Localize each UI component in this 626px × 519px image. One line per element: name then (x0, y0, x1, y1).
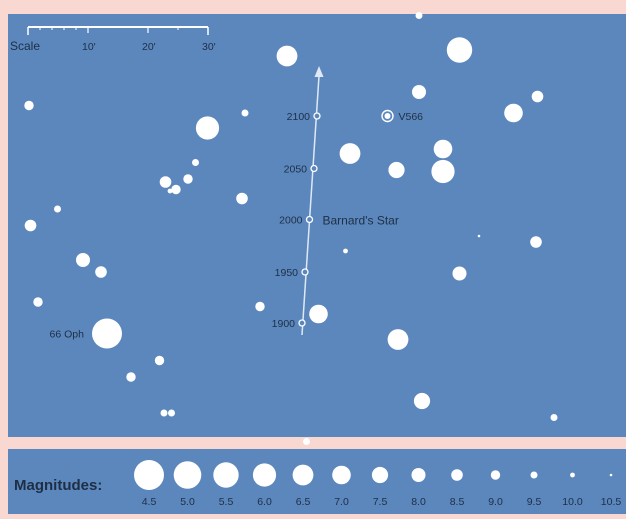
star (33, 297, 43, 307)
star (236, 192, 248, 205)
legend-value: 5.5 (219, 496, 234, 508)
legend-swatch (332, 465, 351, 485)
star (446, 37, 473, 63)
scale-tick-label: 20' (142, 41, 156, 53)
star (530, 236, 542, 248)
path-position-marker (301, 268, 309, 276)
star (24, 219, 37, 232)
star (255, 301, 265, 312)
star (154, 355, 165, 366)
year-label: 1950 (275, 267, 299, 279)
star (183, 174, 193, 184)
legend-swatch (371, 466, 389, 484)
legend-value: 5.0 (180, 496, 195, 508)
legend-swatch (173, 461, 202, 489)
star (431, 159, 455, 184)
legend-value: 7.5 (373, 496, 388, 508)
scale-tick-label: 30' (202, 41, 216, 53)
background-stars (24, 12, 558, 445)
legend-swatch (570, 472, 575, 478)
star (192, 159, 199, 166)
legend-swatch (609, 473, 613, 477)
scale-bar: Scale 10' 20' 30' (10, 26, 216, 53)
named-stars: V566 66 Oph (50, 109, 424, 349)
year-label: 2100 (287, 111, 311, 123)
star (433, 139, 453, 159)
star (387, 329, 409, 350)
sky-field (8, 14, 626, 437)
legend-value: 8.5 (450, 496, 465, 508)
legend-value: 9.0 (488, 496, 503, 508)
legend-value: 4.5 (142, 496, 157, 508)
star (303, 438, 310, 445)
star (195, 116, 220, 140)
legend-swatch (451, 469, 463, 481)
star (477, 234, 481, 238)
star (276, 45, 298, 67)
named-star-label: V566 (399, 111, 424, 123)
star (339, 143, 361, 164)
star (504, 103, 523, 123)
legend-swatch (252, 463, 277, 487)
legend-title: Magnitudes: (14, 477, 102, 494)
legend-swatch (490, 470, 501, 480)
barnards-star-label: Barnard's Star (323, 214, 399, 228)
scale-label: Scale (10, 39, 40, 53)
path-position-marker (313, 112, 321, 120)
variable-star-core (384, 113, 391, 119)
legend-swatch (134, 460, 164, 490)
star (24, 100, 34, 111)
barnards-star-path: 2100 2050 2000 Barnard's Star 1950 1900 (272, 66, 399, 336)
path-position-marker (310, 164, 318, 173)
legend-value: 6.0 (257, 496, 272, 508)
star (167, 188, 173, 194)
legend-value: 10.5 (601, 496, 622, 508)
magnitude-legend: Magnitudes: 4.5 5.0 5.5 6.0 6.5 7.0 7.5 8.0 8.5 9… (14, 460, 621, 508)
star (95, 266, 107, 278)
legend-value: 8.0 (411, 496, 426, 508)
path-position-marker (298, 319, 306, 327)
star (76, 253, 90, 267)
legend-swatch (292, 464, 314, 486)
star (413, 392, 431, 410)
star (126, 372, 136, 382)
star (241, 109, 249, 117)
star (171, 184, 181, 195)
star (388, 161, 405, 179)
legend-swatch (411, 468, 426, 482)
legend-value: 9.5 (527, 496, 542, 508)
star (159, 176, 172, 188)
legend-swatch (530, 471, 538, 479)
star (412, 85, 426, 99)
named-star-label: 66 Oph (50, 329, 85, 341)
path-position-marker (305, 215, 314, 224)
year-label: 2000 (279, 215, 303, 227)
variable-star-ring (381, 109, 394, 123)
legend-value: 6.5 (296, 496, 311, 508)
year-label: 2050 (284, 164, 308, 176)
star (550, 414, 558, 421)
star (531, 90, 544, 103)
star (54, 205, 61, 213)
star (309, 304, 328, 324)
star (452, 266, 467, 281)
legend-value: 10.0 (562, 496, 583, 508)
star (168, 409, 175, 417)
legend-value: 7.0 (334, 496, 349, 508)
legend-swatch (213, 462, 239, 488)
star (160, 409, 168, 417)
named-star (92, 318, 122, 349)
star (343, 248, 348, 254)
proper-motion-arrowhead (314, 66, 324, 77)
year-label: 1900 (272, 318, 296, 330)
star (415, 12, 423, 19)
legend-panel (8, 449, 626, 514)
scale-tick-label: 10' (82, 41, 96, 53)
